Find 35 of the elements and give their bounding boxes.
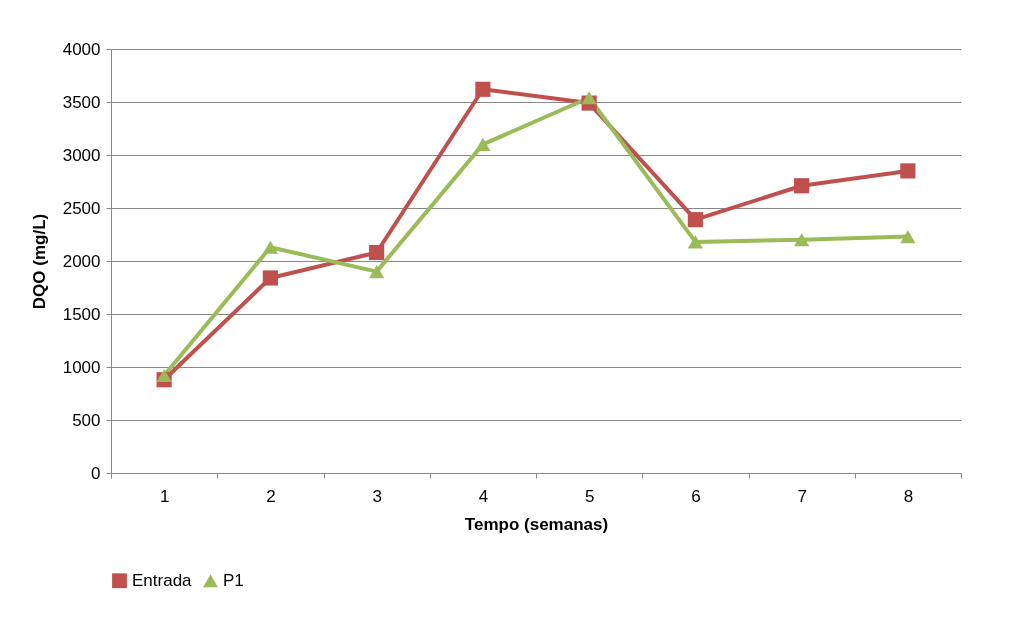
x-tick-label: 7	[797, 486, 807, 506]
point	[369, 265, 385, 279]
point	[900, 230, 916, 244]
legend-label: Entrada	[132, 570, 193, 590]
x-tick-label: 8	[903, 486, 914, 506]
point	[900, 163, 916, 179]
point	[262, 240, 278, 254]
x-tick-label: 4	[478, 486, 489, 506]
point	[794, 178, 810, 194]
x-tick-label: 3	[372, 486, 382, 506]
point	[475, 81, 491, 97]
x-tick-label: 1	[159, 486, 170, 506]
point	[369, 244, 385, 261]
y-tick-label: 2000	[62, 251, 101, 271]
y-tick-label: 500	[72, 410, 101, 430]
point	[262, 270, 278, 286]
y-axis-title: DQO (mg/L)	[29, 213, 49, 310]
y-tick-label: 0	[91, 463, 101, 483]
point	[581, 91, 597, 105]
legend-label: P1	[223, 570, 244, 590]
point	[687, 212, 703, 228]
y-tick-label: 3000	[62, 145, 101, 165]
y-tick-label: 2500	[62, 198, 101, 218]
point	[687, 235, 703, 249]
point	[475, 137, 491, 151]
y-tick-label: 4000	[62, 39, 101, 59]
x-tick-label: 6	[691, 486, 701, 506]
y-tick-label: 3500	[62, 92, 101, 112]
x-tick-label: 5	[584, 486, 595, 506]
y-tick-label: 1000	[62, 357, 101, 377]
x-axis-title: Tempo (semanas)	[464, 514, 609, 534]
x-tick-label: 2	[266, 486, 276, 506]
y-tick-label: 1500	[62, 304, 101, 324]
point	[156, 368, 172, 383]
point	[794, 233, 810, 247]
